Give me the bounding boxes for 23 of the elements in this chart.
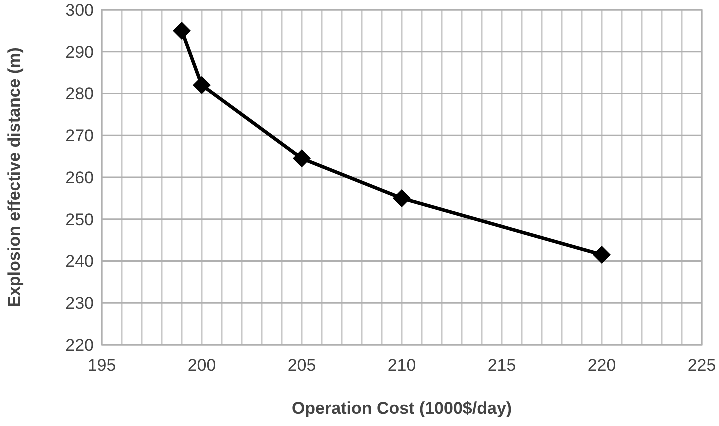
y-tick-label: 290 bbox=[66, 42, 94, 62]
x-axis-title: Operation Cost (1000$/day) bbox=[292, 399, 512, 418]
x-tick-label: 210 bbox=[388, 356, 416, 375]
y-axis-title: Explosion effective distance (m) bbox=[5, 48, 24, 308]
y-tick-label: 260 bbox=[66, 168, 94, 188]
x-tick-label: 205 bbox=[288, 356, 316, 375]
y-tick-label: 300 bbox=[66, 0, 94, 20]
point bbox=[173, 22, 191, 40]
y-tick-label: 240 bbox=[66, 252, 94, 272]
point bbox=[593, 246, 611, 264]
x-tick-label: 225 bbox=[688, 356, 716, 375]
x-tick-label: 195 bbox=[88, 356, 116, 375]
point bbox=[293, 150, 311, 168]
x-tick-label: 215 bbox=[488, 356, 516, 375]
y-tick-label: 280 bbox=[66, 84, 94, 104]
y-tick-label: 230 bbox=[66, 294, 94, 314]
x-tick-label: 220 bbox=[588, 356, 616, 375]
point bbox=[393, 189, 411, 208]
point bbox=[193, 76, 211, 94]
x-tick-label: 200 bbox=[188, 356, 216, 375]
y-tick-label: 220 bbox=[66, 336, 94, 355]
y-tick-label: 250 bbox=[66, 210, 94, 230]
y-tick-label: 270 bbox=[66, 126, 94, 146]
